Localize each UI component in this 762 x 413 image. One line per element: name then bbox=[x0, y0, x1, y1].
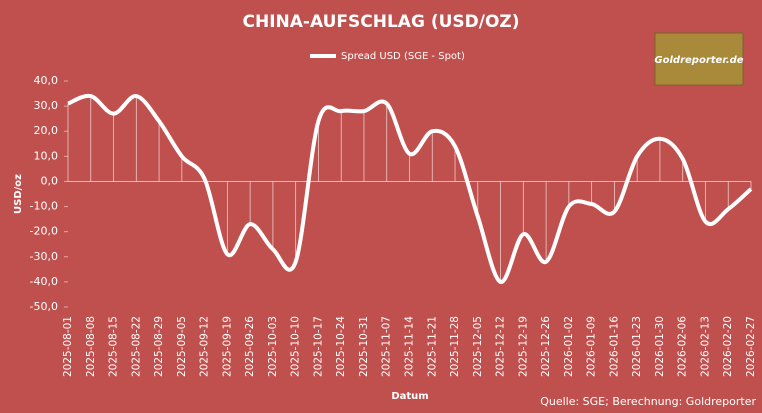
x-tick-label: 2025-10-31 bbox=[358, 316, 370, 377]
x-tick-label: 2025-09-05 bbox=[176, 316, 188, 377]
y-tick-label: -20,0 bbox=[30, 225, 58, 238]
y-tick-label: 10,0 bbox=[34, 149, 59, 162]
x-tick-label: 2025-08-15 bbox=[108, 316, 120, 377]
x-tick-label: 2025-08-29 bbox=[153, 316, 165, 377]
x-tick-label: 2025-08-22 bbox=[130, 316, 142, 377]
logo: Goldreporter.de bbox=[654, 55, 743, 66]
x-tick-label: 2026-01-02 bbox=[563, 316, 575, 377]
legend-label: Spread USD (SGE - Spot) bbox=[341, 51, 465, 62]
y-tick-label: -50,0 bbox=[30, 300, 58, 313]
y-tick-label: -30,0 bbox=[30, 250, 58, 263]
x-tick-label: 2025-09-12 bbox=[199, 316, 211, 377]
x-tick-label: 2025-12-19 bbox=[517, 316, 529, 377]
x-tick-label: 2025-08-08 bbox=[85, 316, 97, 377]
x-tick-label: 2026-01-23 bbox=[631, 316, 643, 377]
x-tick-label: 2025-12-12 bbox=[495, 316, 507, 377]
x-tick-label: 2026-02-20 bbox=[722, 316, 734, 377]
x-tick-label: 2025-09-19 bbox=[221, 316, 233, 377]
y-tick-label: 40,0 bbox=[34, 74, 59, 87]
y-axis-label: USD/oz bbox=[13, 174, 24, 214]
x-tick-label: 2025-10-10 bbox=[290, 316, 302, 377]
x-tick-label: 2026-02-27 bbox=[745, 316, 757, 377]
x-tick-label: 2025-11-14 bbox=[404, 316, 416, 377]
x-tick-label: 2026-02-13 bbox=[699, 316, 711, 377]
x-tick-label: 2025-08-01 bbox=[62, 316, 74, 377]
x-tick-label: 2026-01-30 bbox=[654, 316, 666, 377]
x-tick-label: 2025-09-26 bbox=[244, 316, 256, 377]
y-tick-label: 30,0 bbox=[34, 99, 59, 112]
series-line bbox=[67, 93, 753, 284]
x-tick-label: 2025-12-26 bbox=[540, 316, 552, 377]
y-tick-label: 20,0 bbox=[34, 124, 59, 137]
y-tick-label: 0,0 bbox=[41, 174, 59, 187]
chart-title: CHINA-AUFSCHLAG (USD/OZ) bbox=[242, 12, 519, 32]
y-tick-label: -40,0 bbox=[30, 275, 58, 288]
x-tick-label: 2025-10-24 bbox=[335, 316, 347, 377]
x-tick-label: 2026-02-06 bbox=[677, 316, 689, 377]
source: Quelle: SGE; Berechnung: Goldreporter bbox=[540, 395, 756, 408]
y-tick-label: -10,0 bbox=[30, 200, 58, 213]
x-tick-label: 2025-11-07 bbox=[381, 316, 393, 377]
x-tick-label: 2026-01-16 bbox=[608, 316, 620, 377]
x-tick-label: 2025-10-17 bbox=[312, 316, 324, 377]
logo-box bbox=[654, 32, 744, 86]
x-tick-label: 2025-11-21 bbox=[426, 316, 438, 377]
x-tick-label: 2025-11-28 bbox=[449, 316, 461, 377]
x-tick-label: 2026-01-09 bbox=[586, 316, 598, 377]
x-tick-label: 2025-10-03 bbox=[267, 316, 279, 377]
x-tick-label: 2025-12-05 bbox=[472, 316, 484, 377]
x-axis-label: Datum bbox=[391, 391, 428, 402]
